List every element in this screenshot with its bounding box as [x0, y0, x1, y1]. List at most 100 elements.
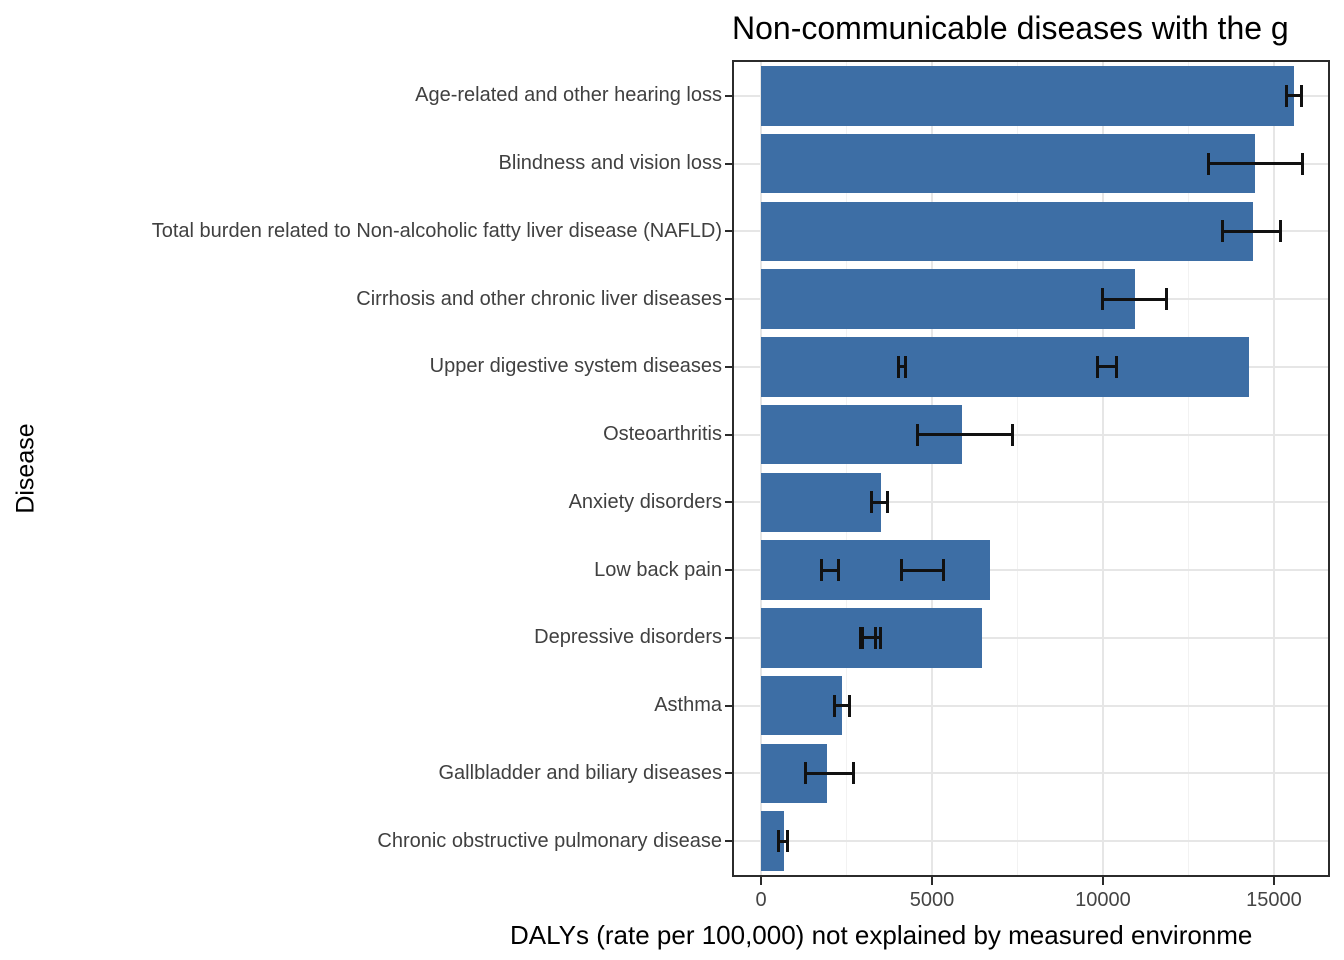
gridline-major-vertical [1101, 62, 1104, 875]
y-tick-mark [725, 569, 733, 572]
y-tick-label: Blindness and vision loss [498, 152, 722, 175]
error-bar-line [805, 771, 855, 775]
x-tick-mark [931, 877, 933, 885]
y-tick-mark [725, 230, 733, 233]
y-tick-mark [725, 298, 733, 301]
error-bar-cap [1114, 355, 1118, 378]
y-tick-mark [725, 772, 733, 775]
y-tick-label: Asthma [654, 694, 722, 717]
x-tick-mark [760, 877, 762, 885]
error-bar-cap [1207, 152, 1211, 175]
error-bar-cap [1301, 152, 1305, 175]
error-bar-line [1101, 297, 1167, 301]
gridline-major-vertical [760, 62, 762, 875]
y-tick-label: Chronic obstructive pulmonary disease [377, 829, 722, 852]
chart-title: Non-communicable diseases with the g [732, 10, 1289, 46]
bar [761, 675, 843, 736]
bar [761, 540, 991, 600]
y-tick-label: Low back pain [594, 558, 722, 581]
x-tick-mark [1101, 877, 1104, 885]
y-tick-mark [725, 94, 733, 97]
gridline-major-horizontal [734, 433, 1328, 436]
error-bar-cap [899, 559, 903, 582]
bar [761, 269, 1136, 329]
error-bar-line [1096, 365, 1117, 369]
error-bar-cap [777, 830, 781, 853]
bar [761, 811, 784, 871]
error-bar-cap [804, 762, 808, 785]
gridline-minor-vertical [846, 62, 847, 875]
error-bar-line [1208, 162, 1304, 166]
gridline-major-horizontal [734, 569, 1328, 572]
x-tick-label: 0 [755, 889, 767, 911]
x-tick-label: 10000 [1075, 889, 1131, 911]
error-bar-cap [870, 491, 874, 514]
error-bar-cap [1284, 84, 1288, 107]
gridline-major-horizontal [734, 772, 1328, 775]
error-bar-line [778, 839, 789, 843]
error-bar-cap [1100, 288, 1104, 311]
error-bar-cap [1011, 423, 1015, 446]
error-bar-line [1222, 229, 1281, 233]
y-tick-mark [725, 365, 733, 368]
y-tick-mark [725, 636, 733, 639]
error-bar-line [1285, 94, 1303, 98]
error-bar-line [900, 568, 945, 572]
bar [761, 472, 882, 533]
gridline-major-horizontal [734, 501, 1328, 504]
y-tick-mark [725, 162, 733, 165]
error-bar-cap [860, 626, 864, 649]
error-bar-cap [915, 423, 919, 446]
y-tick-label: Age-related and other hearing loss [415, 84, 722, 107]
error-bar-cap [819, 559, 823, 582]
y-tick-mark [725, 433, 733, 436]
y-tick-label: Osteoarthritis [603, 423, 722, 446]
error-bar-cap [942, 559, 946, 582]
y-tick-label: Gallbladder and biliary diseases [438, 761, 723, 784]
y-tick-label: Total burden related to Non-alcoholic fa… [151, 219, 722, 242]
error-bar-line [820, 568, 840, 572]
bar [761, 337, 1249, 397]
x-axis-title: DALYs (rate per 100,000) not explained b… [510, 920, 1253, 950]
gridline-major-vertical [1272, 62, 1275, 875]
error-bar-cap [858, 626, 862, 649]
bar [761, 66, 1295, 126]
bar [761, 201, 1254, 262]
y-tick-mark [725, 840, 733, 843]
y-tick-label: Anxiety disorders [568, 490, 722, 513]
error-bar-cap [1221, 220, 1225, 243]
error-bar-cap [1300, 84, 1304, 107]
error-bar-cap [885, 491, 889, 514]
gridline-minor-vertical [1187, 62, 1189, 875]
gridline-major-horizontal [734, 840, 1328, 843]
plot-panel [732, 60, 1330, 877]
y-tick-mark [725, 501, 733, 504]
error-bar-line [916, 433, 1014, 437]
error-bar-cap [879, 626, 883, 649]
y-tick-label: Upper digestive system diseases [429, 355, 722, 378]
error-bar-cap [1095, 355, 1099, 378]
error-bar-cap [904, 355, 907, 378]
gridline-major-horizontal [734, 704, 1328, 707]
y-tick-label: Cirrhosis and other chronic liver diseas… [356, 287, 722, 310]
error-bar-cap [837, 559, 841, 582]
y-tick-label: Depressive disorders [534, 626, 722, 649]
x-tick-label: 15000 [1246, 889, 1302, 911]
error-bar-line [861, 636, 882, 640]
error-bar-cap [847, 694, 851, 717]
gridline-major-vertical [931, 62, 933, 875]
gridline-major-horizontal [734, 636, 1328, 639]
error-bar-line [833, 704, 850, 708]
bar [761, 133, 1256, 194]
error-bar-cap [1164, 288, 1168, 311]
y-tick-mark [725, 704, 733, 707]
x-tick-mark [1272, 877, 1275, 885]
error-bar-cap [786, 830, 790, 853]
error-bar-cap [852, 762, 856, 785]
error-bar-line [871, 500, 888, 504]
error-bar-line [897, 365, 906, 369]
error-bar-cap [1278, 220, 1282, 243]
x-tick-label: 5000 [909, 889, 955, 911]
gridline-minor-vertical [1016, 62, 1018, 875]
